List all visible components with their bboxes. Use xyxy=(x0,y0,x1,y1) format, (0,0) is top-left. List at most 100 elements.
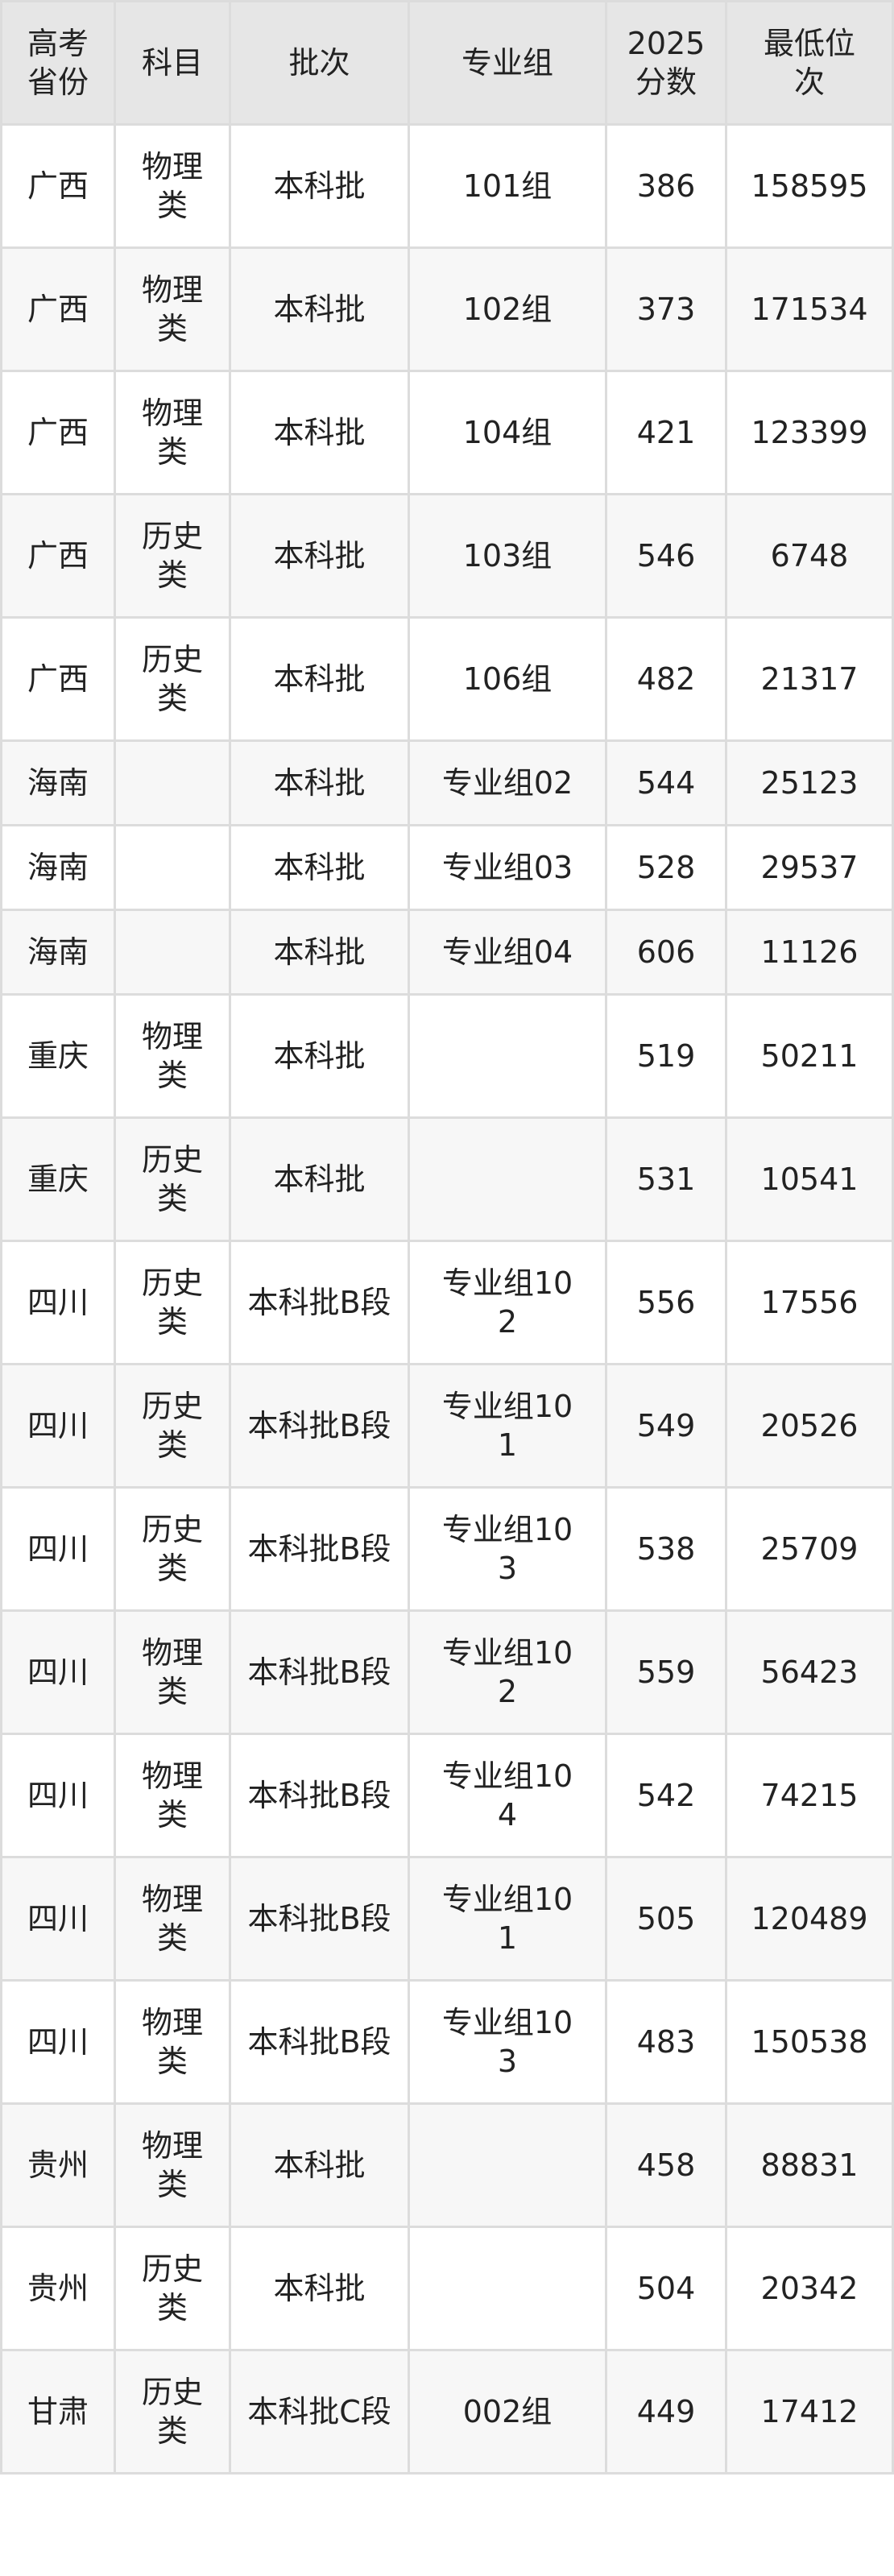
table-row: 四川 物理类 本科批B段 专业组104 542 74215 xyxy=(0,1733,894,1858)
major-group-cell xyxy=(408,2226,607,2351)
score-cell: 386 xyxy=(605,123,727,249)
major-group-cell: 104组 xyxy=(408,370,607,495)
min-rank-cell: 11126 xyxy=(725,909,894,996)
table-row: 四川 历史类 本科批B段 专业组102 556 17556 xyxy=(0,1240,894,1365)
major-group-cell: 专业组103 xyxy=(408,1979,607,2105)
min-rank-cell: 158595 xyxy=(725,123,894,249)
major-group-cell: 专业组03 xyxy=(408,824,607,911)
major-group-cell: 101组 xyxy=(408,123,607,249)
min-rank-cell: 50211 xyxy=(725,993,894,1119)
min-rank-cell: 120489 xyxy=(725,1856,894,1982)
province-cell: 四川 xyxy=(0,1979,116,2105)
major-group-cell: 专业组102 xyxy=(408,1240,607,1365)
min-rank-cell: 25123 xyxy=(725,739,894,826)
batch-cell: 本科批 xyxy=(229,824,410,911)
score-cell: 544 xyxy=(605,739,727,826)
table-header-row: 高考省份 科目 批次 专业组 2025分数 最低位次 xyxy=(0,0,894,126)
score-cell: 519 xyxy=(605,993,727,1119)
min-rank-cell: 56423 xyxy=(725,1609,894,1735)
major-group-cell: 102组 xyxy=(408,246,607,372)
batch-cell: 本科批 xyxy=(229,2102,410,2228)
table-row: 广西 历史类 本科批 103组 546 6748 xyxy=(0,493,894,619)
batch-cell: 本科批 xyxy=(229,616,410,742)
min-rank-cell: 171534 xyxy=(725,246,894,372)
subject-cell: 物理类 xyxy=(114,993,231,1119)
score-cell: 482 xyxy=(605,616,727,742)
table-row: 重庆 物理类 本科批 519 50211 xyxy=(0,993,894,1119)
subject-cell: 物理类 xyxy=(114,370,231,495)
subject-cell: 历史类 xyxy=(114,616,231,742)
score-cell: 556 xyxy=(605,1240,727,1365)
subject-cell: 物理类 xyxy=(114,1979,231,2105)
major-group-cell: 专业组102 xyxy=(408,1609,607,1735)
province-cell: 广西 xyxy=(0,616,116,742)
header-score-2025: 2025分数 xyxy=(605,0,727,126)
score-cell: 483 xyxy=(605,1979,727,2105)
min-rank-cell: 21317 xyxy=(725,616,894,742)
min-rank-cell: 20526 xyxy=(725,1363,894,1489)
table-row: 广西 物理类 本科批 102组 373 171534 xyxy=(0,246,894,372)
min-rank-cell: 20342 xyxy=(725,2226,894,2351)
table-row: 海南 本科批 专业组02 544 25123 xyxy=(0,739,894,826)
min-rank-cell: 29537 xyxy=(725,824,894,911)
batch-cell: 本科批B段 xyxy=(229,1733,410,1858)
batch-cell: 本科批B段 xyxy=(229,1486,410,1612)
batch-cell: 本科批 xyxy=(229,909,410,996)
score-cell: 549 xyxy=(605,1363,727,1489)
province-cell: 四川 xyxy=(0,1240,116,1365)
batch-cell: 本科批B段 xyxy=(229,1979,410,2105)
province-cell: 四川 xyxy=(0,1733,116,1858)
province-cell: 重庆 xyxy=(0,1116,116,1242)
major-group-cell: 103组 xyxy=(408,493,607,619)
batch-cell: 本科批B段 xyxy=(229,1240,410,1365)
major-group-cell: 专业组103 xyxy=(408,1486,607,1612)
subject-cell xyxy=(114,739,231,826)
min-rank-cell: 25709 xyxy=(725,1486,894,1612)
score-cell: 546 xyxy=(605,493,727,619)
province-cell: 甘肃 xyxy=(0,2349,116,2475)
batch-cell: 本科批B段 xyxy=(229,1609,410,1735)
batch-cell: 本科批B段 xyxy=(229,1856,410,1982)
subject-cell: 历史类 xyxy=(114,2226,231,2351)
table-row: 广西 历史类 本科批 106组 482 21317 xyxy=(0,616,894,742)
subject-cell: 物理类 xyxy=(114,1609,231,1735)
province-cell: 广西 xyxy=(0,123,116,249)
header-batch: 批次 xyxy=(229,0,410,126)
major-group-cell: 专业组101 xyxy=(408,1363,607,1489)
major-group-cell xyxy=(408,993,607,1119)
batch-cell: 本科批 xyxy=(229,123,410,249)
score-cell: 504 xyxy=(605,2226,727,2351)
header-min-rank: 最低位次 xyxy=(725,0,894,126)
table-row: 广西 物理类 本科批 101组 386 158595 xyxy=(0,123,894,249)
score-cell: 449 xyxy=(605,2349,727,2475)
batch-cell: 本科批 xyxy=(229,739,410,826)
table-row: 海南 本科批 专业组03 528 29537 xyxy=(0,824,894,911)
subject-cell: 历史类 xyxy=(114,1363,231,1489)
header-subject: 科目 xyxy=(114,0,231,126)
province-cell: 广西 xyxy=(0,493,116,619)
subject-cell: 历史类 xyxy=(114,1116,231,1242)
major-group-cell: 002组 xyxy=(408,2349,607,2475)
min-rank-cell: 88831 xyxy=(725,2102,894,2228)
table-row: 四川 物理类 本科批B段 专业组101 505 120489 xyxy=(0,1856,894,1982)
subject-cell xyxy=(114,909,231,996)
province-cell: 海南 xyxy=(0,739,116,826)
major-group-cell xyxy=(408,2102,607,2228)
province-cell: 四川 xyxy=(0,1609,116,1735)
score-cell: 531 xyxy=(605,1116,727,1242)
batch-cell: 本科批C段 xyxy=(229,2349,410,2475)
major-group-cell: 专业组101 xyxy=(408,1856,607,1982)
table-row: 四川 历史类 本科批B段 专业组101 549 20526 xyxy=(0,1363,894,1489)
table-row: 贵州 物理类 本科批 458 88831 xyxy=(0,2102,894,2228)
score-cell: 542 xyxy=(605,1733,727,1858)
batch-cell: 本科批B段 xyxy=(229,1363,410,1489)
header-major-group: 专业组 xyxy=(408,0,607,126)
province-cell: 广西 xyxy=(0,370,116,495)
table-row: 贵州 历史类 本科批 504 20342 xyxy=(0,2226,894,2351)
table-row: 广西 物理类 本科批 104组 421 123399 xyxy=(0,370,894,495)
major-group-cell: 专业组02 xyxy=(408,739,607,826)
province-cell: 贵州 xyxy=(0,2102,116,2228)
score-cell: 373 xyxy=(605,246,727,372)
province-cell: 四川 xyxy=(0,1486,116,1612)
province-cell: 四川 xyxy=(0,1363,116,1489)
